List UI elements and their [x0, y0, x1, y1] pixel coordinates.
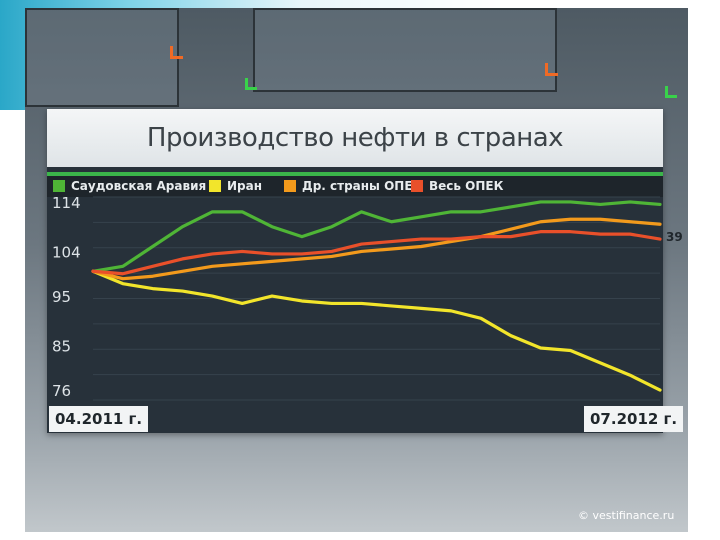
y-tick-label: 85 [52, 338, 71, 356]
x-start-label: 04.2011 г. [49, 406, 149, 432]
green-corner-accent [665, 86, 677, 98]
chart-legend: Саудовская Аравия Иран Др. страны ОПЕК В… [47, 172, 663, 197]
y-tick-label: 76 [52, 382, 71, 400]
legend-item-saudi: Саудовская Аравия [53, 179, 206, 193]
y-tick-label: 95 [52, 288, 71, 306]
x-end-label: 07.2012 г. [584, 406, 684, 432]
legend-label: Саудовская Аравия [71, 179, 207, 193]
y-tick-label: 104 [52, 243, 81, 261]
series-line [91, 200, 662, 273]
series-line [91, 230, 662, 276]
orange-corner-accent [545, 63, 558, 76]
green-corner-accent [245, 78, 257, 90]
glass-panel-right [253, 8, 557, 92]
chart-title: Производство нефти в странах [146, 123, 564, 153]
legend-swatch [284, 180, 296, 192]
legend-label: Др. страны ОПЕК [302, 179, 423, 193]
chart-card: Производство нефти в странах Саудовская … [47, 109, 663, 433]
legend-label: Весь ОПЕК [429, 179, 504, 193]
legend-item-other-opec: Др. страны ОПЕК [284, 179, 422, 193]
series-line [91, 269, 662, 392]
orange-corner-accent [170, 46, 183, 59]
y-tick-label: 114 [52, 194, 81, 212]
legend-label: Иран [227, 179, 263, 193]
side-value-label: 39 [666, 230, 683, 244]
legend-item-all-opec: Весь ОПЕК [411, 179, 503, 193]
chart-title-bar: Производство нефти в странах [47, 109, 663, 167]
legend-swatch [411, 180, 423, 192]
legend-swatch [209, 180, 221, 192]
series-line [91, 217, 662, 281]
legend-item-iran: Иран [209, 179, 262, 193]
legend-swatch [53, 180, 65, 192]
glass-panel-left [25, 8, 179, 107]
copyright-text: © vestifinance.ru [578, 509, 675, 522]
